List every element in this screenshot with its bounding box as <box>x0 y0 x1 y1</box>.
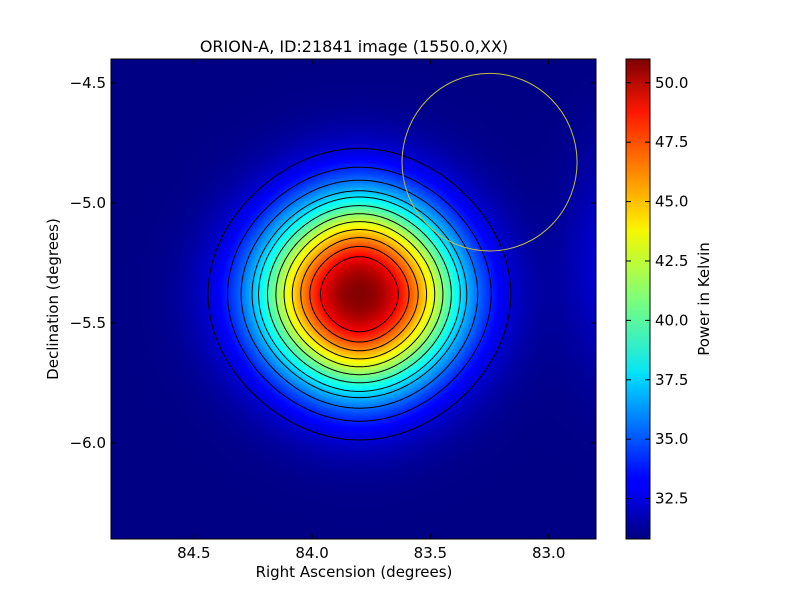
y-tick-label: −5.5 <box>70 314 106 332</box>
contour-line <box>267 205 452 384</box>
contour-line <box>207 147 512 441</box>
colorbar-tick-label: 45.0 <box>655 193 688 211</box>
contour-line <box>240 179 479 409</box>
x-tick-label: 83.0 <box>532 544 565 562</box>
contour-line <box>300 237 419 352</box>
colorbar-gradient <box>625 58 651 540</box>
heatmap-plot: 84.5 84.0 83.5 83.0 −4.5 −5.0 −5.5 −6.0 <box>70 58 597 562</box>
y-tick-label: −4.5 <box>70 74 106 92</box>
y-axis-ticks: −4.5 −5.0 −5.5 −6.0 <box>70 74 596 452</box>
contour-line <box>309 246 410 343</box>
x-axis-ticks: 84.5 84.0 83.5 83.0 <box>177 59 565 562</box>
beam-circle-outline <box>401 72 578 252</box>
colorbar-tick-label: 32.5 <box>655 490 688 508</box>
chart-title: ORION-A, ID:21841 image (1550.0,XX) <box>200 37 508 56</box>
x-tick-label: 84.5 <box>177 544 210 562</box>
plot-frame <box>110 58 597 540</box>
colorbar: 32.5 35.0 37.5 40.0 42.5 45.0 47.5 50.0 Power i… <box>625 58 713 540</box>
y-axis-label: Declination (degrees) <box>44 218 62 380</box>
colorbar-label: Power in Kelvin <box>695 242 713 356</box>
y-tick-label: −6.0 <box>70 434 106 452</box>
contour-line <box>258 196 461 392</box>
beam-circle <box>401 72 578 252</box>
colorbar-tick-label: 35.0 <box>655 430 688 448</box>
colorbar-tick-label: 47.5 <box>655 133 688 151</box>
contour-line <box>227 166 492 422</box>
colorbar-tick-label: 37.5 <box>655 371 688 389</box>
contour-line <box>283 221 436 368</box>
contour-line <box>291 229 428 360</box>
x-axis-label: Right Ascension (degrees) <box>256 563 453 581</box>
contour-line <box>275 213 444 376</box>
x-tick-label: 83.5 <box>414 544 447 562</box>
x-tick-label: 84.0 <box>295 544 328 562</box>
colorbar-ticks: 32.5 35.0 37.5 40.0 42.5 45.0 47.5 50.0 <box>626 74 688 508</box>
colorbar-tick-label: 42.5 <box>655 252 688 270</box>
y-tick-label: −5.0 <box>70 194 106 212</box>
colorbar-tick-label: 50.0 <box>655 74 688 92</box>
colorbar-tick-label: 40.0 <box>655 311 688 329</box>
heatmap-image <box>111 59 596 539</box>
contour-line <box>319 256 399 333</box>
